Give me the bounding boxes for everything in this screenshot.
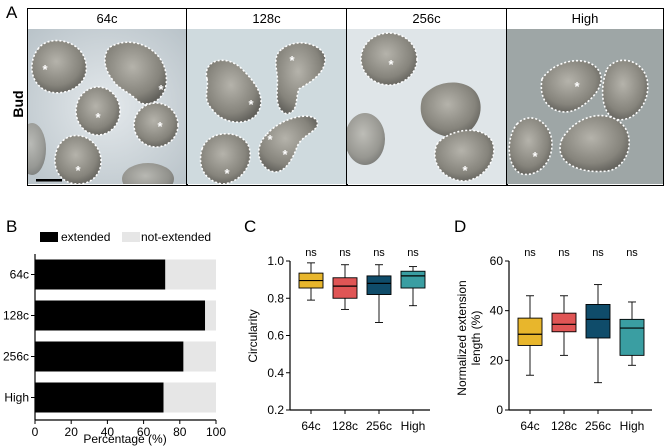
legend-label-extended: extended (61, 230, 110, 244)
significance-label: ns (626, 247, 638, 259)
svg-text:*: * (532, 149, 538, 164)
micrograph-image-high: ** (507, 29, 663, 184)
box-256c (366, 275, 392, 295)
y-tick-label: High (4, 391, 29, 405)
y-tick-label: 20 (490, 353, 504, 367)
legend-swatch-not-extended (122, 232, 140, 242)
bar-not-extended-High (163, 382, 216, 413)
svg-text:*: * (42, 62, 48, 77)
y-tick-label: 1.0 (267, 254, 284, 268)
box-High (619, 318, 645, 356)
panel-a-letter: A (6, 3, 18, 22)
panel-d-letter: D (454, 217, 467, 236)
y-axis-label-line2: length (%) (469, 311, 483, 366)
x-tick-label: 64c (301, 419, 320, 433)
bar-not-extended-64c (165, 259, 216, 290)
svg-text:*: * (462, 163, 468, 178)
y-tick-label: 40 (490, 304, 504, 318)
y-tick-label: 60 (490, 254, 504, 268)
y-tick-label: 0.4 (267, 366, 284, 380)
y-tick-label: 0 (496, 403, 503, 417)
svg-text:*: * (574, 79, 580, 94)
micrograph-image-256c: ** (347, 29, 506, 184)
x-tick-label: 64c (520, 419, 539, 433)
x-tick-label: 128c (332, 419, 358, 433)
bar-extended-256c (35, 341, 184, 372)
micrograph-panel: 64c * * * * * (27, 8, 664, 186)
legend: extended not-extended (40, 230, 211, 244)
svg-text:*: * (267, 132, 273, 147)
micrograph-high: High * * (507, 9, 663, 184)
legend-label-not-extended: not-extended (141, 230, 211, 244)
svg-text:*: * (224, 166, 230, 181)
x-tick-label: 256c (366, 419, 392, 433)
y-tick-label: 0.6 (267, 329, 284, 343)
circularity-box-plot: 0.2 0.4 0.6 0.8 1.0 ns 64c ns 128c ns 256c ns High C… (246, 247, 430, 433)
stacked-bar-chart: extended not-extended 64c 128c 256c High 0 20… (3, 230, 226, 446)
y-axis-label: Normalized extension length (%) (455, 280, 483, 395)
box-64c (517, 317, 543, 346)
extension-length-box-plot: 0 20 40 60 ns 64c ns 128c ns 256c ns High Normalize… (455, 247, 652, 433)
column-header-high: High (507, 9, 663, 30)
svg-text:*: * (248, 97, 254, 112)
x-tick-label: 128c (551, 419, 577, 433)
y-tick-label: 0.8 (267, 291, 284, 305)
scale-bar (36, 179, 62, 182)
svg-text:*: * (289, 53, 295, 68)
box-128c (551, 312, 577, 333)
micrograph-image-64c: * * * * * (28, 29, 186, 184)
y-axis-label-line1: Normalized extension (455, 280, 469, 395)
box-128c (332, 277, 358, 299)
column-header-256c: 256c (347, 9, 506, 30)
svg-text:*: * (158, 82, 164, 97)
y-tick-label: 128c (3, 309, 29, 323)
micrograph-128c: 128c * * * * * (187, 9, 346, 184)
x-tick-label: 40 (101, 425, 115, 439)
micrograph-image-128c: * * * * * (187, 29, 346, 184)
box-256c (585, 304, 611, 339)
svg-text:*: * (282, 147, 288, 162)
bar-extended-64c (35, 259, 166, 290)
svg-text:*: * (75, 163, 81, 178)
box-High (400, 270, 426, 289)
column-divider (506, 9, 508, 185)
y-tick-label: 64c (10, 268, 29, 282)
legend-swatch-extended (40, 232, 58, 242)
x-tick-label: 256c (585, 419, 611, 433)
x-tick-label: 0 (32, 425, 39, 439)
x-tick-label: 20 (65, 425, 79, 439)
x-tick-label: High (620, 419, 645, 433)
bar-extended-High (35, 382, 164, 413)
significance-label: ns (407, 247, 419, 259)
column-divider (186, 9, 188, 185)
significance-label: ns (524, 247, 536, 259)
x-tick-label: High (401, 419, 426, 433)
svg-text:*: * (388, 57, 394, 72)
svg-text:*: * (157, 119, 163, 134)
x-tick-label: 100 (206, 425, 226, 439)
bar-extended-128c (35, 300, 206, 331)
svg-text:*: * (95, 110, 101, 125)
x-tick-label: 60 (137, 425, 151, 439)
column-divider (346, 9, 348, 185)
significance-label: ns (592, 247, 604, 259)
significance-label: ns (339, 247, 351, 259)
column-header-128c: 128c (187, 9, 346, 30)
x-axis-label: Percentage (%) (83, 432, 166, 446)
y-axis-label: Circularity (246, 309, 260, 362)
micrograph-256c: 256c * * (347, 9, 506, 184)
panel-c-letter: C (244, 217, 257, 236)
panel-b-letter: B (6, 217, 18, 236)
micrograph-64c: 64c * * * * * (28, 9, 186, 184)
significance-label: ns (558, 247, 570, 259)
significance-label: ns (373, 247, 385, 259)
column-header-64c: 64c (28, 9, 186, 30)
bar-not-extended-256c (183, 341, 216, 372)
significance-label: ns (305, 247, 317, 259)
y-tick-label: 0.2 (267, 403, 284, 417)
y-tick-label: 256c (3, 350, 29, 364)
row-label-bud: Bud (10, 90, 26, 118)
x-tick-label: 80 (173, 425, 187, 439)
bar-not-extended-128c (205, 300, 216, 331)
